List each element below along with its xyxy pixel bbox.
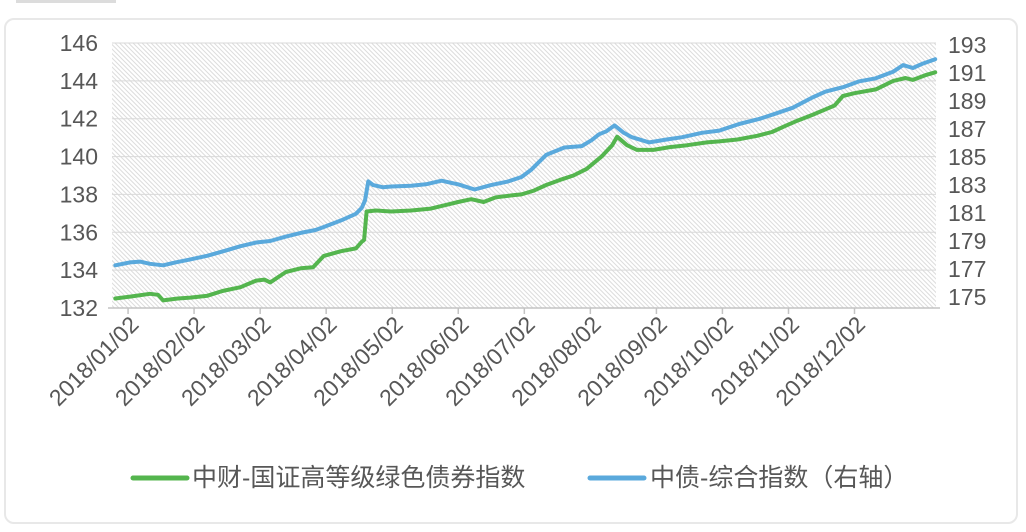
left-axis-tick-label: 132 — [60, 295, 98, 321]
right-axis-tick-label: 175 — [948, 284, 986, 310]
left-axis-tick-label: 140 — [60, 144, 98, 170]
left-axis-tick-label: 134 — [60, 257, 99, 283]
right-axis-tick-label: 181 — [948, 200, 986, 226]
right-axis-tick-label: 185 — [948, 144, 986, 170]
right-axis-tick-label: 187 — [948, 116, 986, 142]
left-axis-tick-label: 146 — [60, 30, 98, 56]
series-line-green — [113, 70, 938, 303]
series-line-blue — [113, 57, 938, 268]
left-axis-tick-label: 144 — [60, 68, 99, 94]
right-axis-tick-label: 183 — [948, 172, 986, 198]
legend-label: 中债-综合指数（右轴） — [650, 464, 908, 492]
right-axis-tick-label: 177 — [948, 256, 986, 282]
right-axis-tick-label: 179 — [948, 228, 986, 254]
legend-item: 中财-国证高等级绿色债券指数 — [130, 464, 525, 492]
legend-item: 中债-综合指数（右轴） — [587, 464, 908, 492]
left-axis-tick-label: 138 — [60, 181, 98, 207]
right-axis-tick-label: 191 — [948, 60, 986, 86]
top-edge-decoration — [16, 0, 116, 3]
legend-label: 中财-国证高等级绿色债券指数 — [192, 464, 525, 492]
right-axis-tick-label: 193 — [948, 32, 986, 58]
left-axis-tick-label: 136 — [60, 219, 98, 245]
right-axis-tick-label: 189 — [948, 88, 986, 114]
left-axis-tick-label: 142 — [60, 106, 98, 132]
